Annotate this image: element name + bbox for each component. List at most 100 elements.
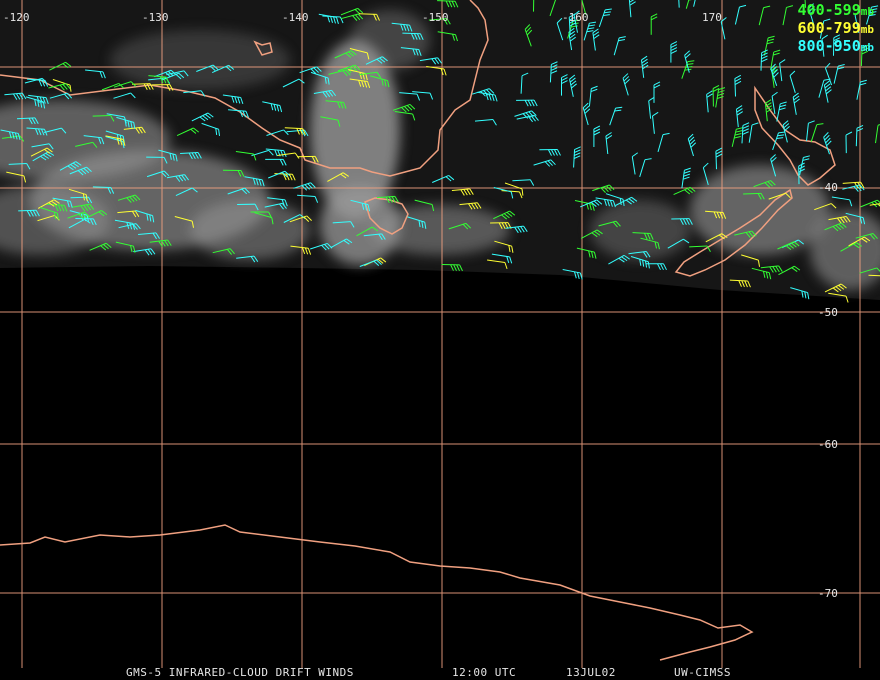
wind-barb (358, 13, 380, 21)
wind-barb (85, 69, 106, 79)
wind-barb (831, 196, 853, 207)
wind-barb (284, 127, 306, 135)
wind-barb (758, 5, 771, 26)
wind-barb (299, 66, 322, 74)
wind-barb (731, 127, 743, 147)
wind-barb (673, 186, 696, 196)
wind-barb (222, 94, 244, 105)
wind-barb (313, 89, 337, 98)
wind-barb (588, 85, 598, 107)
wind-barb (175, 187, 198, 197)
wind-barb (583, 21, 597, 41)
lon-label: -130 (142, 11, 169, 24)
new-zealand-north (754, 85, 836, 186)
wind-barb (196, 64, 219, 72)
wind-barb (828, 215, 851, 224)
wind-barb (235, 151, 257, 161)
wind-barb (622, 73, 630, 96)
wind-barb (860, 44, 869, 67)
antarctica-coast (0, 524, 754, 661)
wind-barb (628, 0, 636, 18)
wind-barb (855, 233, 878, 240)
wind-barb (806, 120, 815, 142)
caption-source: UW-CIMSS (674, 666, 731, 679)
wind-barb (764, 99, 773, 122)
wind-barb (114, 219, 136, 230)
wind-barb (67, 211, 90, 220)
wind-barb (573, 10, 580, 33)
wind-barb (516, 114, 539, 123)
lon-label: -150 (422, 11, 449, 24)
wind-barb (681, 167, 691, 189)
lat-label: -70 (818, 587, 838, 600)
wind-barb (734, 74, 742, 97)
lat-label: -60 (818, 438, 838, 451)
wind-barb (132, 83, 154, 91)
caption-product: GMS-5 INFRARED-CLOUD DRIFT WINDS (126, 666, 354, 679)
lat-label: -40 (818, 181, 838, 194)
wind-barb (533, 159, 556, 167)
wind-barb (277, 152, 300, 159)
wind-barb (149, 239, 172, 247)
wind-barb (516, 99, 538, 107)
wind-barb (771, 91, 778, 114)
wind-barb (402, 32, 424, 41)
wind-barb (792, 92, 800, 115)
wind-barb (735, 105, 743, 128)
wind-barb (340, 7, 364, 16)
wind-barb (715, 147, 723, 170)
wind-barb (265, 158, 287, 166)
wind-barb (512, 179, 535, 186)
wind-barb (562, 269, 583, 280)
wind-barb (297, 155, 319, 163)
wind-barb (582, 102, 591, 126)
wind-barb (715, 87, 726, 108)
wind-barb (266, 129, 289, 136)
wind-barb (685, 0, 696, 9)
wind-barb (751, 267, 772, 280)
wind-barb (6, 171, 27, 183)
wind-barb (211, 64, 235, 74)
wind-barb (824, 222, 847, 232)
wind-barb (286, 129, 309, 137)
wind-barb (840, 242, 863, 252)
wind-barb (212, 248, 235, 255)
lon-label: -160 (562, 11, 589, 24)
wind-barb (28, 94, 49, 105)
lon-label: -140 (282, 11, 309, 24)
wind-barb (487, 259, 508, 270)
wind-barb (227, 187, 250, 195)
wind-barb (824, 283, 847, 293)
wind-barb (37, 199, 60, 209)
wind-barb (770, 49, 781, 70)
wind-barb (640, 237, 660, 250)
wind-barb (598, 8, 612, 28)
wind-barb (117, 210, 140, 218)
wind-barb (639, 158, 652, 178)
wind-barb (613, 36, 626, 56)
wind-barb (320, 116, 341, 127)
wind-barb (630, 256, 650, 269)
wind-barb (48, 83, 71, 91)
lat-label: -50 (818, 306, 838, 319)
wind-barb (350, 199, 371, 212)
wind-barb (741, 122, 750, 144)
wind-barb (146, 170, 170, 178)
wind-barb (580, 229, 603, 239)
wind-barb (428, 18, 451, 25)
island-outline (253, 40, 273, 56)
wind-barb (75, 218, 97, 226)
wind-barb (138, 232, 160, 240)
wind-barb (228, 109, 249, 118)
wind-barb (641, 55, 649, 78)
wind-barb (437, 0, 459, 8)
wind-barb (779, 59, 786, 82)
wind-barb (363, 233, 386, 241)
wind-barb (161, 72, 185, 81)
wind-barb (113, 92, 136, 99)
wind-barb (789, 70, 796, 93)
wind-barb (250, 211, 273, 219)
wind-barb (356, 226, 379, 237)
wind-barb (332, 221, 355, 228)
wind-barb (399, 92, 421, 101)
